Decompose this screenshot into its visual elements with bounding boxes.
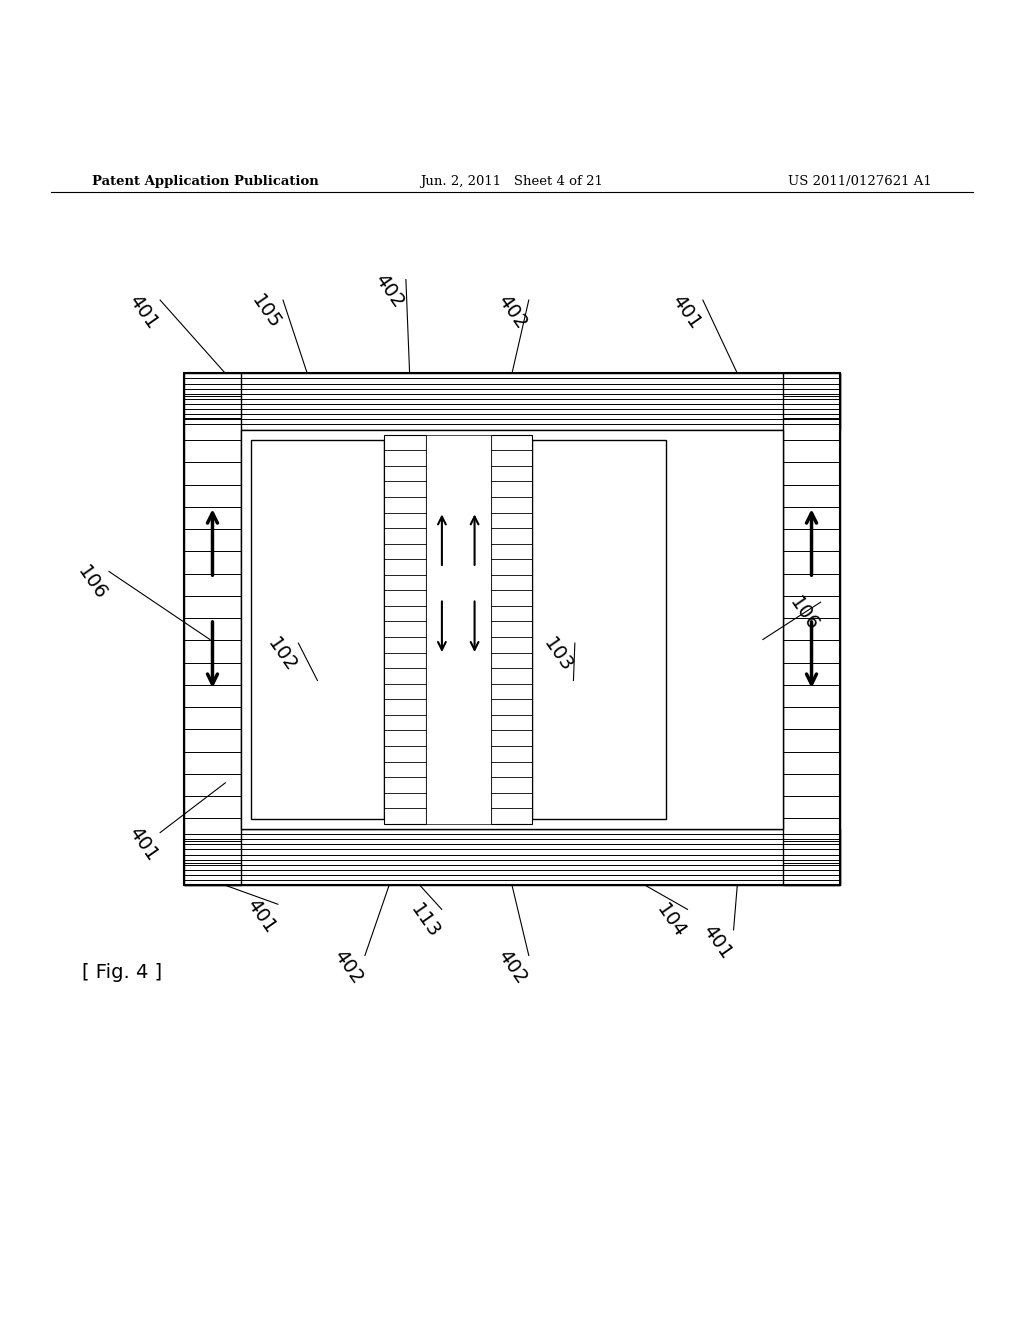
Bar <box>184 374 840 886</box>
Bar <box>184 374 840 429</box>
Text: 106: 106 <box>785 593 822 635</box>
Text: 402: 402 <box>494 946 530 987</box>
Bar <box>532 440 666 818</box>
Text: 103: 103 <box>540 635 577 676</box>
Bar <box>251 440 384 818</box>
Text: 401: 401 <box>125 292 162 333</box>
Bar <box>783 374 840 886</box>
Text: US 2011/0127621 A1: US 2011/0127621 A1 <box>788 176 932 189</box>
Text: Jun. 2, 2011   Sheet 4 of 21: Jun. 2, 2011 Sheet 4 of 21 <box>421 176 603 189</box>
Text: 106: 106 <box>74 562 111 603</box>
Text: 402: 402 <box>371 271 408 312</box>
Bar <box>490 434 532 824</box>
Text: 102: 102 <box>263 635 300 676</box>
Text: 104: 104 <box>652 900 689 941</box>
Text: 105: 105 <box>248 292 285 333</box>
Bar <box>384 434 426 824</box>
Text: 402: 402 <box>330 946 367 987</box>
Text: 402: 402 <box>494 292 530 333</box>
Bar <box>426 434 490 824</box>
Text: 401: 401 <box>125 824 162 865</box>
Text: 401: 401 <box>668 292 705 333</box>
Text: [ Fig. 4 ]: [ Fig. 4 ] <box>82 962 162 982</box>
Bar <box>184 374 241 886</box>
Text: 113: 113 <box>407 900 443 941</box>
Text: 401: 401 <box>243 895 280 937</box>
Text: 401: 401 <box>698 921 735 962</box>
Bar <box>241 429 783 829</box>
Bar <box>184 829 840 886</box>
Text: Patent Application Publication: Patent Application Publication <box>92 176 318 189</box>
